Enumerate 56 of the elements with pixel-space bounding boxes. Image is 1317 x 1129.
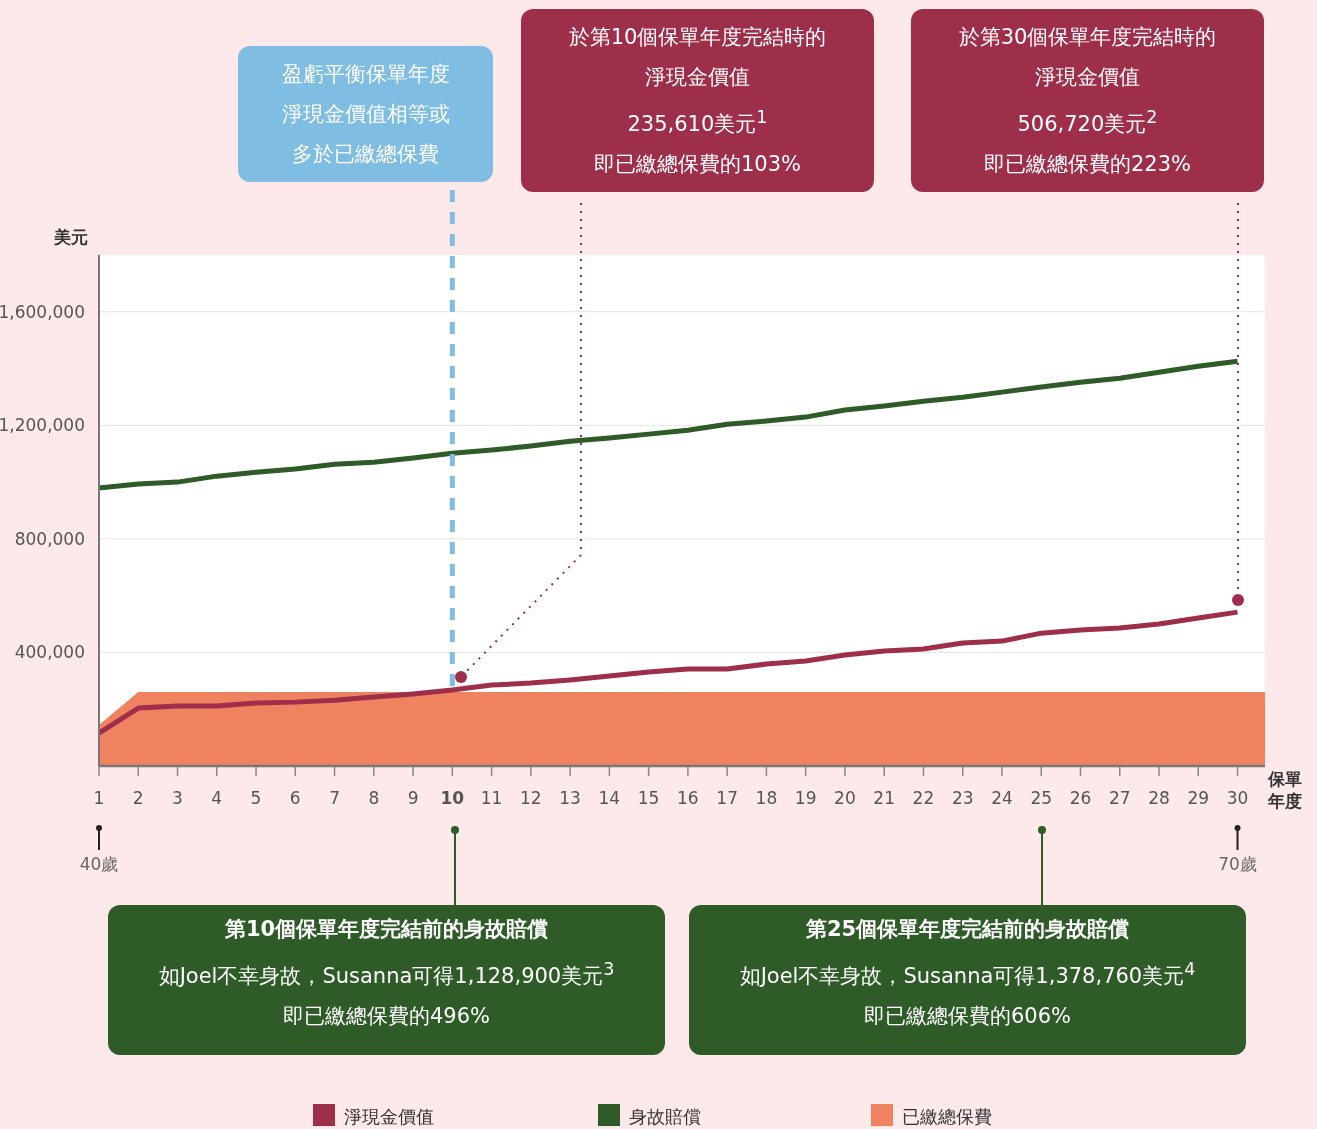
text: 第25個保單年度完結前的身故賠償: [804, 916, 1131, 943]
x-tick-label: 11: [479, 788, 504, 808]
x-tick-label: 19: [793, 788, 818, 808]
x-tick-label: 4: [210, 788, 224, 808]
x-tick-label: 15: [636, 788, 661, 808]
text: 506,720美元$^{2}$: [1016, 106, 1159, 138]
x-tick-label: 27: [1107, 788, 1132, 808]
x-tick-label: 18: [754, 788, 779, 808]
x-tick-label: 26: [1068, 788, 1093, 808]
x-tick-label: 3: [171, 788, 184, 808]
x-tick-label: 14: [597, 788, 622, 808]
y-tick-label: 1,200,000: [0, 415, 85, 436]
x-tick-label: 20: [833, 788, 857, 808]
x-tick-label: 28: [1147, 788, 1171, 808]
annotation: 70歲: [1218, 854, 1257, 874]
text: 即已繳總保費的223%: [982, 151, 1192, 178]
text: 如Joel不幸身故，Susanna可得1,378,760美元$^{4}$: [738, 958, 1197, 990]
text: 淨現金價值: [644, 64, 751, 91]
x-tick-label: 10: [440, 788, 465, 808]
x-tick-label: 5: [249, 788, 263, 808]
text: 即已繳總保費的606%: [862, 1003, 1072, 1030]
y-axis-title: 美元: [54, 227, 88, 247]
x-tick-label: 29: [1186, 788, 1211, 808]
x-tick-label: 1: [92, 788, 106, 808]
legend-label: 已繳總保費: [902, 1106, 992, 1127]
y-tick-label: 800,000: [14, 528, 85, 549]
text: 第10個保單年度完結前的身故賠償: [223, 916, 550, 943]
x-tick-label: 12: [519, 788, 543, 808]
x-tick-label: 8: [367, 788, 381, 808]
text: 淨現金價值: [1034, 64, 1141, 91]
x-tick-label: 23: [950, 788, 975, 808]
x-tick-label: 9: [406, 788, 420, 808]
x-tick-label: 16: [676, 788, 700, 808]
y-tick-label: 1,600,000: [0, 301, 85, 322]
y-tick-label: 400,000: [14, 642, 85, 663]
x-tick-label: 7: [328, 788, 341, 808]
legend-label: 淨現金價值: [344, 1106, 434, 1127]
x-tick-label: 30: [1225, 788, 1250, 808]
x-tick-label: 6: [288, 788, 302, 808]
text: 如Joel不幸身故，Susanna可得1,128,900美元$^{3}$: [157, 958, 616, 990]
text: 即已繳總保費的496%: [281, 1003, 491, 1030]
x-tick-label: 25: [1029, 788, 1054, 808]
text: 於第10個保單年度完結時的: [567, 24, 828, 51]
x-axis-title: 保單年度: [1268, 769, 1302, 811]
annotation: 40歲: [79, 854, 119, 874]
x-tick-label: 13: [558, 788, 582, 808]
x-tick-label: 22: [911, 788, 936, 808]
x-tick-label: 24: [990, 788, 1014, 808]
x-tick-label: 21: [872, 788, 896, 808]
legend-label: 身故賠償: [629, 1106, 701, 1127]
text: 235,610美元$^{1}$: [626, 106, 769, 138]
text: 於第30個保單年度完結時的: [957, 24, 1218, 51]
ref-line-label: 盈虧平衡保單年度淨現金價值相等或多於已繳總保費: [280, 61, 451, 168]
x-tick-label: 17: [715, 788, 739, 808]
x-tick-label: 2: [131, 788, 145, 808]
text: 即已繳總保費的103%: [592, 151, 802, 178]
